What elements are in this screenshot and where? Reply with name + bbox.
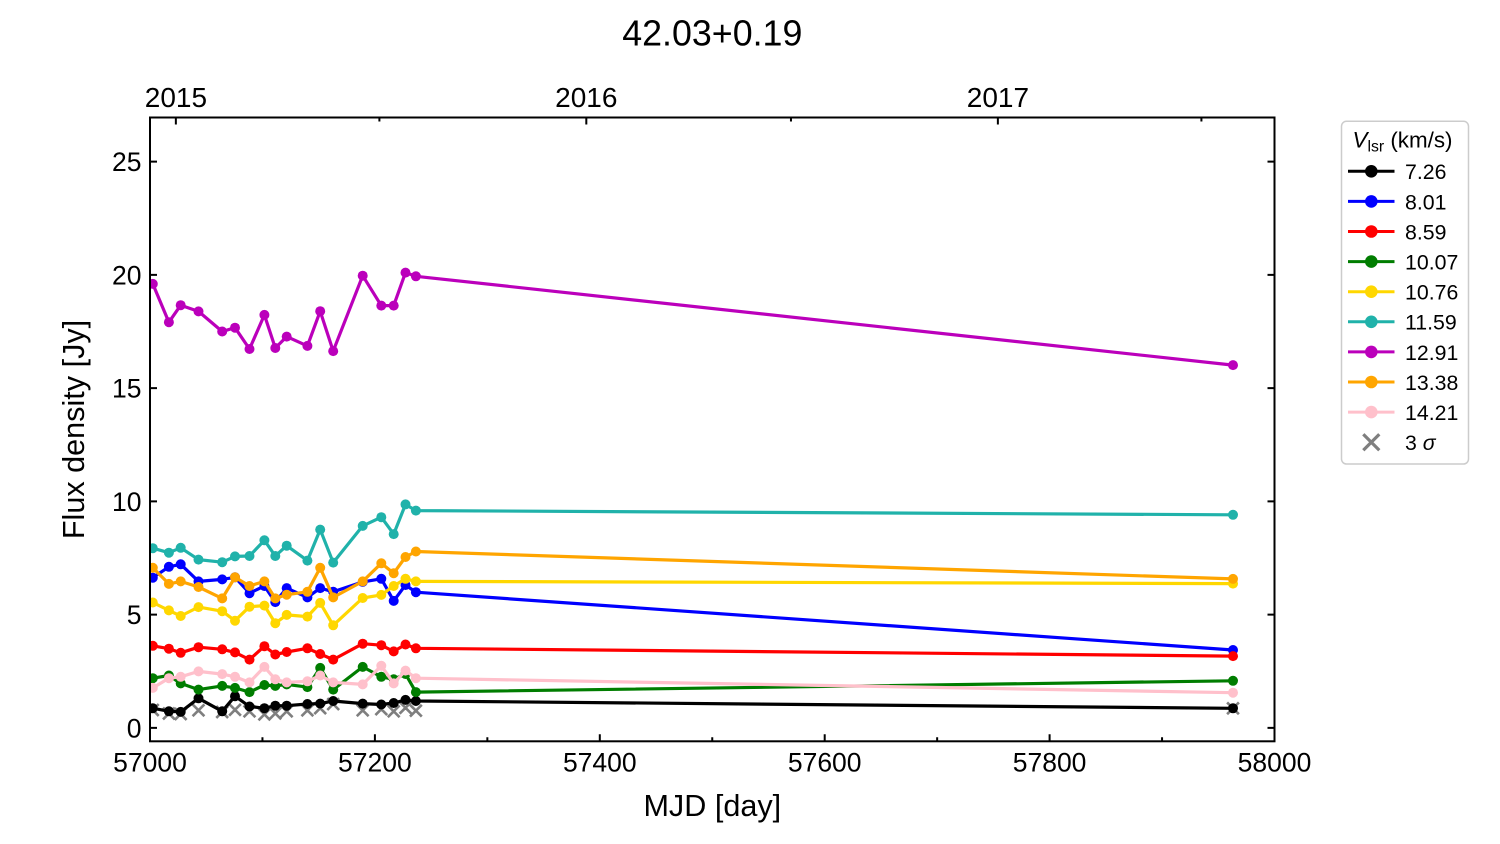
svg-text:13.38: 13.38	[1405, 371, 1458, 395]
svg-text:10.76: 10.76	[1405, 281, 1458, 305]
svg-text:14.21: 14.21	[1405, 401, 1458, 425]
svg-text:57600: 57600	[788, 748, 862, 778]
svg-text:42.03+0.19: 42.03+0.19	[622, 13, 802, 53]
svg-text:10.07: 10.07	[1405, 251, 1458, 275]
svg-text:57200: 57200	[338, 748, 412, 778]
svg-text:57800: 57800	[1013, 748, 1087, 778]
svg-text:2016: 2016	[555, 82, 617, 113]
svg-text:10: 10	[112, 487, 141, 517]
svg-text:7.26: 7.26	[1405, 160, 1446, 184]
svg-text:3 σ: 3 σ	[1405, 431, 1437, 455]
svg-text:25: 25	[112, 147, 141, 177]
svg-text:57000: 57000	[113, 748, 187, 778]
svg-text:12.91: 12.91	[1405, 341, 1458, 365]
svg-text:15: 15	[112, 374, 141, 404]
svg-text:Flux density [Jy]: Flux density [Jy]	[57, 320, 91, 539]
svg-text:0: 0	[127, 713, 142, 743]
svg-text:2015: 2015	[145, 82, 207, 113]
svg-text:8.01: 8.01	[1405, 190, 1446, 214]
svg-text:11.59: 11.59	[1405, 311, 1457, 335]
svg-text:2017: 2017	[967, 82, 1029, 113]
svg-text:Vlsr (km/s): Vlsr (km/s)	[1353, 127, 1453, 155]
svg-text:8.59: 8.59	[1405, 220, 1446, 244]
svg-text:MJD [day]: MJD [day]	[643, 789, 781, 823]
svg-text:20: 20	[112, 260, 141, 290]
svg-text:57400: 57400	[563, 748, 637, 778]
svg-text:5: 5	[127, 600, 142, 630]
svg-text:58000: 58000	[1238, 748, 1312, 778]
